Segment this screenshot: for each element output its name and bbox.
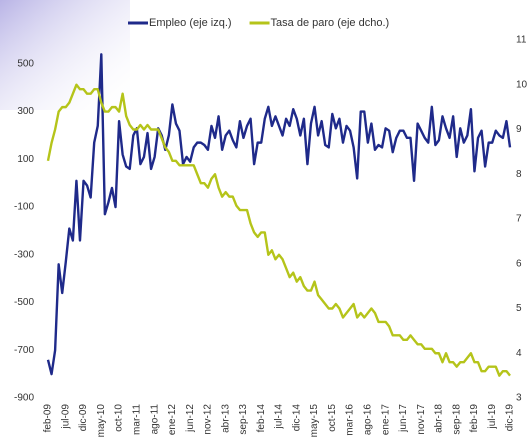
- x-tick-label: ago-16: [362, 404, 373, 436]
- x-tick-label: sep-13: [238, 404, 249, 435]
- y2-tick-label: 3: [516, 393, 522, 404]
- x-tick-label: jul-14: [274, 404, 285, 430]
- x-tick-label: ene-12: [167, 404, 178, 436]
- x-tick-label: jun-17: [398, 404, 409, 433]
- series-line: [46, 83, 511, 377]
- y2-tick-label: 10: [516, 79, 528, 90]
- y-tick-label: -500: [14, 297, 34, 308]
- legend-label: Tasa de paro (eje dcho.): [271, 17, 390, 29]
- y-tick-label: 300: [17, 106, 34, 117]
- y-tick-label: -300: [14, 249, 34, 260]
- y-tick-label: -700: [14, 345, 34, 356]
- x-tick-label: abr-13: [220, 404, 231, 433]
- y2-tick-label: 5: [516, 303, 522, 314]
- x-tick-label: sep-18: [451, 404, 462, 435]
- x-tick-label: ago-11: [149, 404, 160, 435]
- x-tick-label: nov-17: [416, 404, 427, 435]
- x-tick-label: oct-15: [327, 404, 338, 432]
- y-tick-label: 100: [17, 154, 34, 165]
- corner-decoration: [0, 0, 130, 110]
- y2-tick-label: 7: [516, 214, 522, 225]
- x-tick-label: jul-09: [60, 404, 71, 430]
- x-tick-label: oct-10: [114, 404, 125, 432]
- x-tick-label: feb-14: [256, 404, 267, 433]
- series-line: [46, 53, 512, 376]
- legend-label: Empleo (eje izq.): [149, 17, 232, 29]
- y2-tick-label: 9: [516, 124, 522, 135]
- x-tick-label: dic-09: [78, 404, 89, 432]
- x-tick-label: dic-19: [505, 404, 516, 432]
- y-tick-label: -900: [14, 393, 34, 404]
- y2-tick-label: 4: [516, 348, 522, 359]
- y2-tick-label: 6: [516, 258, 522, 269]
- x-tick-label: jun-12: [185, 404, 196, 433]
- y-tick-label: 500: [17, 59, 34, 70]
- y2-tick-label: 8: [516, 169, 522, 180]
- x-tick-label: nov-12: [203, 404, 214, 435]
- x-tick-label: mar-16: [345, 404, 356, 436]
- y2-tick-label: 11: [516, 35, 527, 46]
- x-tick-label: feb-19: [469, 404, 480, 433]
- x-tick-label: abr-18: [434, 404, 445, 433]
- x-tick-label: ene-17: [380, 404, 391, 436]
- x-tick-label: may-10: [96, 404, 107, 438]
- x-tick-label: mar-11: [131, 404, 142, 435]
- y-tick-label: -100: [14, 202, 34, 213]
- x-tick-label: may-15: [309, 404, 320, 438]
- x-tick-label: jul-19: [487, 404, 498, 430]
- x-tick-label: dic-14: [291, 404, 302, 432]
- x-tick-label: feb-09: [43, 404, 54, 433]
